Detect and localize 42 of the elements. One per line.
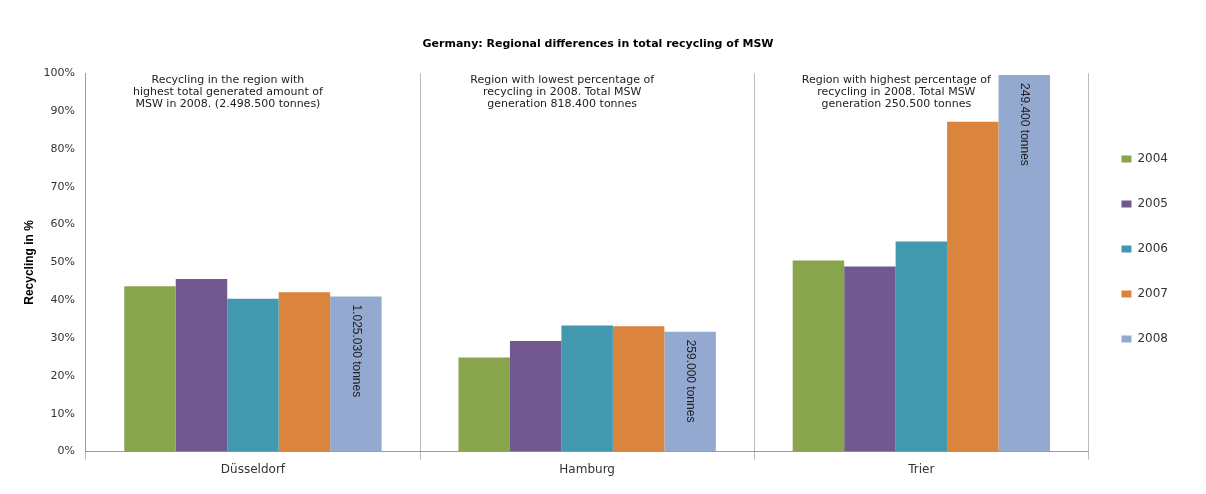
bar <box>278 292 331 452</box>
bar <box>844 266 896 452</box>
legend-label: 2005 <box>1137 196 1169 211</box>
y-tick-label: 30% <box>50 330 75 344</box>
legend-label: 2008 <box>1137 331 1169 346</box>
y-tick-label: 100% <box>43 66 75 80</box>
y-tick-label: 20% <box>50 368 75 382</box>
annotation: 249.400 tonnes <box>1017 83 1032 166</box>
annotation: Region with highest percentage of recycling in 2008. Total MSW generation 250.500 tonnes <box>801 72 992 110</box>
y-tick-label: 0% <box>57 444 75 458</box>
y-tick-label: 90% <box>50 103 75 117</box>
bar <box>895 241 948 452</box>
bar <box>124 286 176 452</box>
y-tick-label: 60% <box>50 217 75 231</box>
x-tick-label: Hamburg <box>559 461 615 476</box>
y-tick-label: 40% <box>50 293 75 307</box>
bar <box>175 279 228 452</box>
y-tick-label: 80% <box>50 141 75 155</box>
chart-title: Germany: Regional differences in total recycling of MSW <box>422 37 774 51</box>
y-axis-title: Recycling in % <box>21 219 36 305</box>
annotation: Region with lowest percentage of recycling in 2008. Total MSW generation 818.400 tonnes <box>470 72 656 110</box>
bar <box>792 260 845 452</box>
annotation: 1.025.030 tonnes <box>349 304 364 398</box>
bar <box>947 121 999 452</box>
y-tick-label: 10% <box>50 406 75 420</box>
y-tick-label: 70% <box>50 179 75 193</box>
x-tick-label: Düsseldorf <box>220 461 286 476</box>
bar <box>612 326 665 452</box>
legend-label: 2004 <box>1137 151 1169 166</box>
x-tick-label: Trier <box>907 461 935 476</box>
annotation: 259.000 tonnes <box>683 339 698 423</box>
bar <box>458 357 510 452</box>
legend-label: 2006 <box>1137 241 1169 256</box>
bar <box>664 331 716 452</box>
legend-label: 2007 <box>1137 286 1169 301</box>
bar <box>998 75 1051 452</box>
bar <box>330 296 382 452</box>
bar <box>561 325 613 452</box>
bar <box>509 341 562 452</box>
bar <box>227 298 279 452</box>
annotation: Recycling in the region with highest total generated amount of MSW in 2008. (2.498.500 tonnes) <box>133 72 324 110</box>
y-tick-label: 50% <box>50 255 75 269</box>
